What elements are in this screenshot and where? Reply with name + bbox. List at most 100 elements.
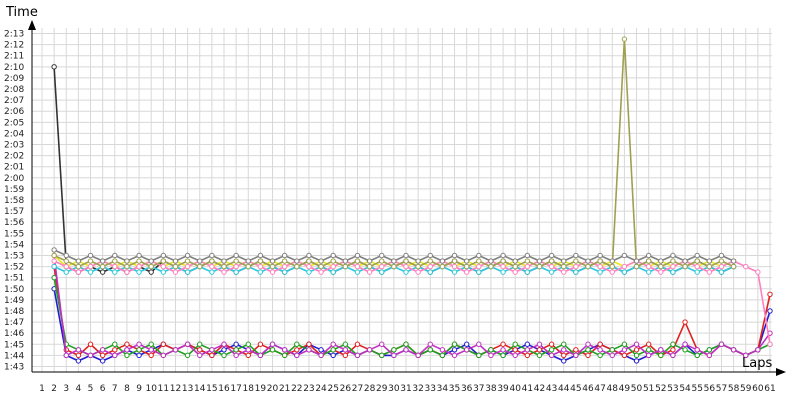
data-point	[645, 263, 652, 270]
x-tick-label: 4	[76, 384, 82, 394]
data-point	[706, 269, 713, 275]
data-point	[330, 341, 336, 347]
x-tick-label: 43	[546, 384, 557, 394]
data-point	[257, 352, 264, 359]
data-point	[294, 258, 300, 264]
data-point	[512, 341, 518, 347]
y-tick-label: 2:08	[4, 85, 24, 95]
data-point	[415, 352, 421, 359]
data-point	[585, 263, 591, 270]
data-point	[548, 341, 555, 347]
x-tick-label: 14	[194, 384, 206, 394]
data-point	[476, 258, 482, 264]
data-point	[706, 263, 713, 270]
data-point	[488, 263, 494, 270]
data-point	[306, 347, 312, 353]
data-point	[585, 258, 591, 264]
data-point	[233, 258, 239, 264]
data-point	[585, 352, 591, 359]
data-point	[633, 358, 640, 364]
data-point	[488, 347, 494, 353]
data-point	[379, 269, 385, 275]
data-point	[730, 258, 737, 264]
data-point	[463, 347, 470, 353]
data-point	[233, 352, 239, 359]
data-point	[330, 347, 336, 353]
data-point	[597, 341, 603, 347]
data-point	[718, 269, 725, 275]
data-point	[257, 258, 264, 264]
data-point	[306, 252, 312, 259]
data-point	[463, 341, 470, 347]
data-point	[621, 36, 628, 42]
data-point	[221, 347, 227, 353]
x-tick-label: 56	[704, 384, 716, 394]
data-point	[306, 269, 312, 275]
data-point	[548, 252, 555, 259]
data-point	[294, 347, 300, 353]
data-point	[136, 347, 142, 353]
data-point	[427, 252, 433, 259]
data-point	[597, 352, 603, 359]
x-tick-label: 26	[340, 384, 352, 394]
data-point	[645, 347, 652, 353]
data-point	[694, 269, 700, 275]
data-point	[476, 252, 482, 259]
data-point	[451, 352, 458, 359]
x-tick-label: 27	[352, 384, 363, 394]
y-tick-label: 1:49	[4, 296, 24, 306]
data-point	[63, 352, 69, 359]
data-point	[124, 352, 130, 359]
data-point	[706, 352, 713, 359]
data-point	[573, 263, 579, 270]
data-point	[561, 263, 567, 270]
data-point	[427, 347, 433, 353]
data-point	[403, 258, 409, 264]
data-point	[136, 258, 142, 264]
data-point	[561, 258, 567, 264]
axes	[28, 20, 786, 376]
data-point	[197, 258, 203, 264]
data-point	[548, 352, 555, 359]
data-point	[755, 347, 761, 353]
x-tick-label: 51	[643, 384, 654, 394]
data-point	[112, 252, 118, 259]
data-point	[621, 347, 628, 353]
x-tick-label: 42	[534, 384, 545, 394]
y-tick-label: 1:59	[4, 185, 24, 195]
data-point	[269, 347, 276, 353]
data-point	[197, 263, 203, 270]
data-point	[257, 269, 264, 275]
data-point	[51, 64, 57, 70]
data-point	[403, 269, 409, 275]
data-point	[476, 352, 482, 359]
x-tick-label: 61	[764, 384, 775, 394]
data-point	[682, 341, 688, 347]
x-tick-label: 52	[655, 384, 666, 394]
x-tick-label: 20	[267, 384, 279, 394]
y-tick-label: 1:45	[4, 340, 24, 350]
data-point	[342, 347, 349, 353]
y-tick-label: 1:44	[4, 351, 24, 361]
data-point	[172, 263, 179, 270]
x-tick-label: 2	[51, 384, 57, 394]
data-point	[354, 269, 361, 275]
x-tick-label: 40	[509, 384, 521, 394]
data-point	[500, 263, 506, 270]
data-point	[415, 258, 421, 264]
x-tick-label: 16	[218, 384, 230, 394]
data-point	[136, 352, 142, 359]
y-tick-label: 1:51	[4, 274, 24, 284]
data-point	[536, 263, 543, 270]
data-point	[51, 274, 57, 281]
data-point	[330, 269, 336, 275]
x-tick-label: 54	[679, 384, 691, 394]
data-point	[561, 269, 567, 275]
data-point	[730, 347, 737, 353]
data-point	[172, 258, 179, 264]
data-point	[63, 269, 69, 275]
x-tick-label: 47	[594, 384, 605, 394]
y-tick-label: 2:09	[4, 74, 24, 84]
x-tick-label: 6	[100, 384, 106, 394]
